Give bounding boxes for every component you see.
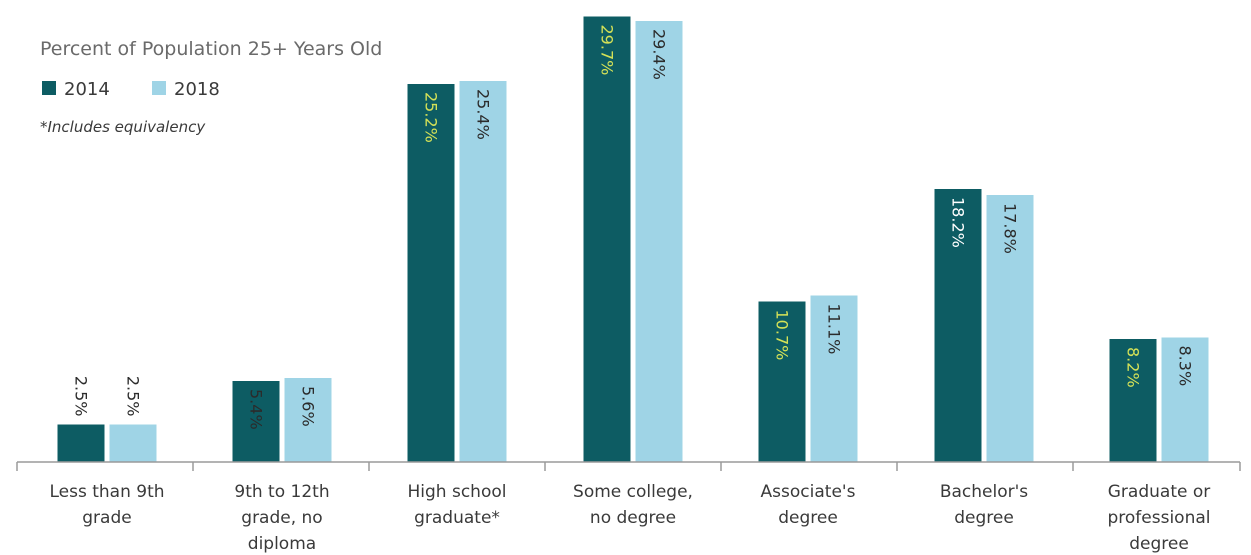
value-label-2014-cat-1: 5.4% xyxy=(247,389,266,430)
legend-label-2014: 2014 xyxy=(64,79,110,100)
category-label-line: Some college, xyxy=(573,482,693,502)
legend-label-2018: 2018 xyxy=(174,79,220,100)
bar-2018-cat-3 xyxy=(635,21,683,462)
value-label-2018-cat-4: 11.1% xyxy=(825,304,844,355)
category-label-line: Graduate or xyxy=(1108,482,1210,502)
value-label-2018-cat-2: 25.4% xyxy=(474,89,493,140)
bar-2014-cat-0 xyxy=(57,424,105,462)
bar-2014-cat-3 xyxy=(583,16,631,462)
bar-2018-cat-0 xyxy=(109,424,157,462)
bar-2014-cat-5 xyxy=(934,189,982,462)
value-label-2014-cat-0: 2.5% xyxy=(72,376,91,417)
category-label-line: Less than 9th xyxy=(49,482,164,502)
category-label-5: Bachelor's degree xyxy=(940,482,1028,528)
bar-2018-cat-1 xyxy=(284,378,332,462)
bar-2018-cat-5 xyxy=(986,195,1034,462)
category-label-line: degree xyxy=(778,508,838,528)
value-label-2014-cat-6: 8.2% xyxy=(1124,347,1143,388)
bar-2014-cat-2 xyxy=(407,84,455,462)
category-label-line: degree xyxy=(1129,534,1189,554)
bar-2018-cat-2 xyxy=(459,81,507,462)
legend: 2014 2018 xyxy=(42,79,220,100)
bar-2018-cat-4 xyxy=(810,295,858,462)
category-label-0: Less than 9th grade xyxy=(49,482,164,528)
value-label-2018-cat-0: 2.5% xyxy=(124,376,143,417)
category-label-6: Graduate or professional degree xyxy=(1107,482,1210,554)
category-label-4: Associate's degree xyxy=(761,482,856,528)
bar-2014-cat-1 xyxy=(232,381,280,462)
bar-2018-cat-6 xyxy=(1161,337,1209,462)
bar-2014-cat-4 xyxy=(758,301,806,462)
value-label-2014-cat-4: 10.7% xyxy=(773,310,792,361)
category-label-line: professional xyxy=(1107,508,1210,528)
category-labels-layer: Less than 9th grade 9th to 12th grade, no di… xyxy=(49,482,1210,554)
value-label-2014-cat-5: 18.2% xyxy=(949,197,968,248)
bar-2014-cat-6 xyxy=(1109,339,1157,462)
category-label-line: no degree xyxy=(590,508,676,528)
category-label-line: Associate's xyxy=(761,482,856,502)
category-label-line: grade xyxy=(82,508,131,528)
category-label-line: degree xyxy=(954,508,1014,528)
category-label-line: grade, no xyxy=(241,508,322,528)
value-label-2018-cat-6: 8.3% xyxy=(1176,346,1195,387)
chart-note: *Includes equivalency xyxy=(40,118,206,136)
category-label-line: 9th to 12th xyxy=(234,482,329,502)
value-label-2018-cat-5: 17.8% xyxy=(1001,203,1020,254)
category-label-line: diploma xyxy=(248,534,316,554)
value-label-2014-cat-2: 25.2% xyxy=(422,92,441,143)
category-label-line: High school xyxy=(408,482,507,502)
bars-layer xyxy=(57,16,1209,462)
value-labels-layer: 2.5% 2.5% 5.4% 5.6% 25.2% 25.4% 29.7% 29.4% 10.7… xyxy=(72,25,1195,430)
x-axis xyxy=(16,461,1241,471)
category-label-1: 9th to 12th grade, no diploma xyxy=(234,482,329,554)
value-label-2014-cat-3: 29.7% xyxy=(598,25,617,76)
chart-title: Percent of Population 25+ Years Old xyxy=(40,38,382,60)
value-label-2018-cat-3: 29.4% xyxy=(650,29,669,80)
category-label-2: High school graduate* xyxy=(408,482,507,528)
category-label-3: Some college, no degree xyxy=(573,482,693,528)
legend-swatch-2014 xyxy=(42,81,56,95)
value-label-2018-cat-1: 5.6% xyxy=(299,386,318,427)
legend-swatch-2018 xyxy=(152,81,166,95)
category-label-line: graduate* xyxy=(414,508,500,528)
category-label-line: Bachelor's xyxy=(940,482,1028,502)
